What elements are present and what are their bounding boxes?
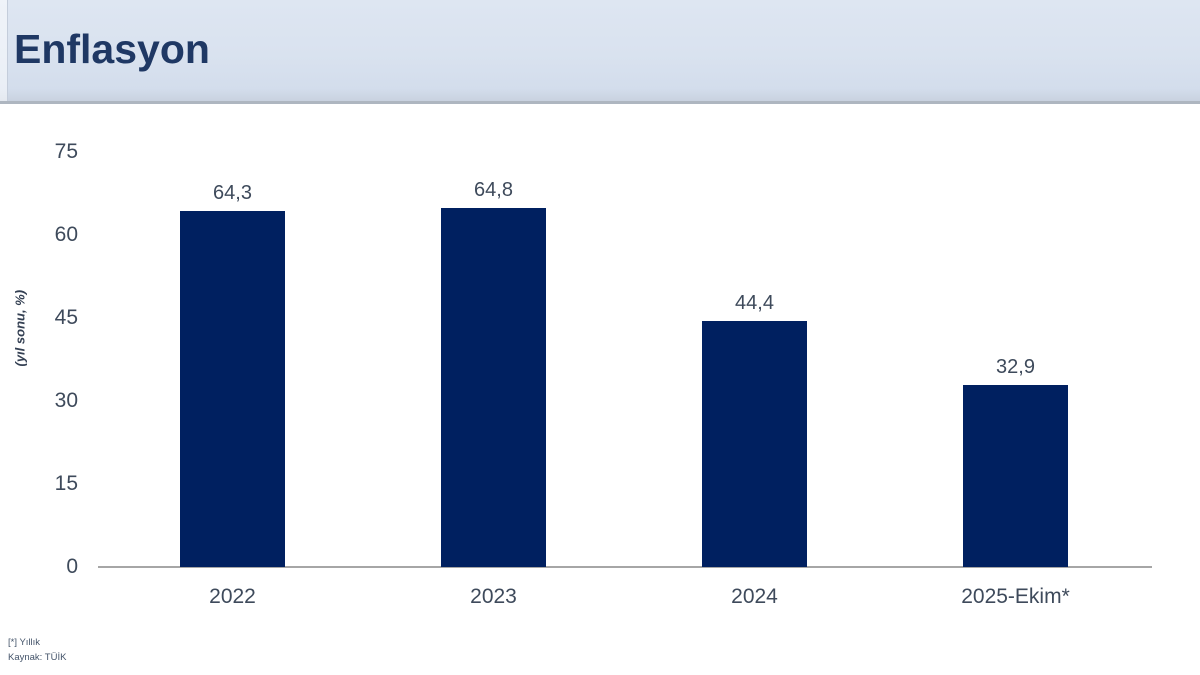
x-axis-category-label: 2025-Ekim* — [961, 585, 1070, 608]
inflation-bar-chart: (yıl sonu, %) 0 15 30 45 60 75 64,3 2022 64,8 202… — [0, 104, 1200, 675]
page-title: Enflasyon — [14, 26, 210, 72]
footnote-note: [*] Yıllık — [8, 637, 41, 648]
x-axis-category-label: 2022 — [209, 585, 256, 608]
bar — [441, 208, 546, 567]
y-axis-tick-label: 75 — [54, 140, 78, 163]
y-axis-tick-label: 15 — [54, 472, 78, 495]
bar-value-label: 64,3 — [213, 182, 252, 205]
bar — [963, 384, 1068, 567]
bar — [702, 321, 807, 567]
x-axis-line — [98, 566, 1152, 568]
header-banner: Enflasyon — [0, 0, 1200, 104]
bar-value-label: 44,4 — [735, 292, 774, 315]
bar-value-label: 64,8 — [474, 179, 513, 202]
y-axis-title: (yıl sonu, %) — [12, 289, 28, 367]
x-axis-category-label: 2023 — [470, 585, 517, 608]
y-axis-tick-label: 0 — [66, 555, 78, 578]
bar-value-label: 32,9 — [996, 355, 1035, 378]
footnote-source: Kaynak: TÜİK — [8, 651, 67, 663]
y-axis-tick-label: 45 — [54, 306, 78, 329]
bar — [180, 211, 285, 567]
footnotes: [*] Yıllık Kaynak: TÜİK — [8, 636, 66, 665]
y-axis-tick-label: 30 — [54, 389, 78, 412]
y-axis-tick-label: 60 — [54, 223, 78, 246]
x-axis-category-label: 2024 — [731, 585, 778, 608]
